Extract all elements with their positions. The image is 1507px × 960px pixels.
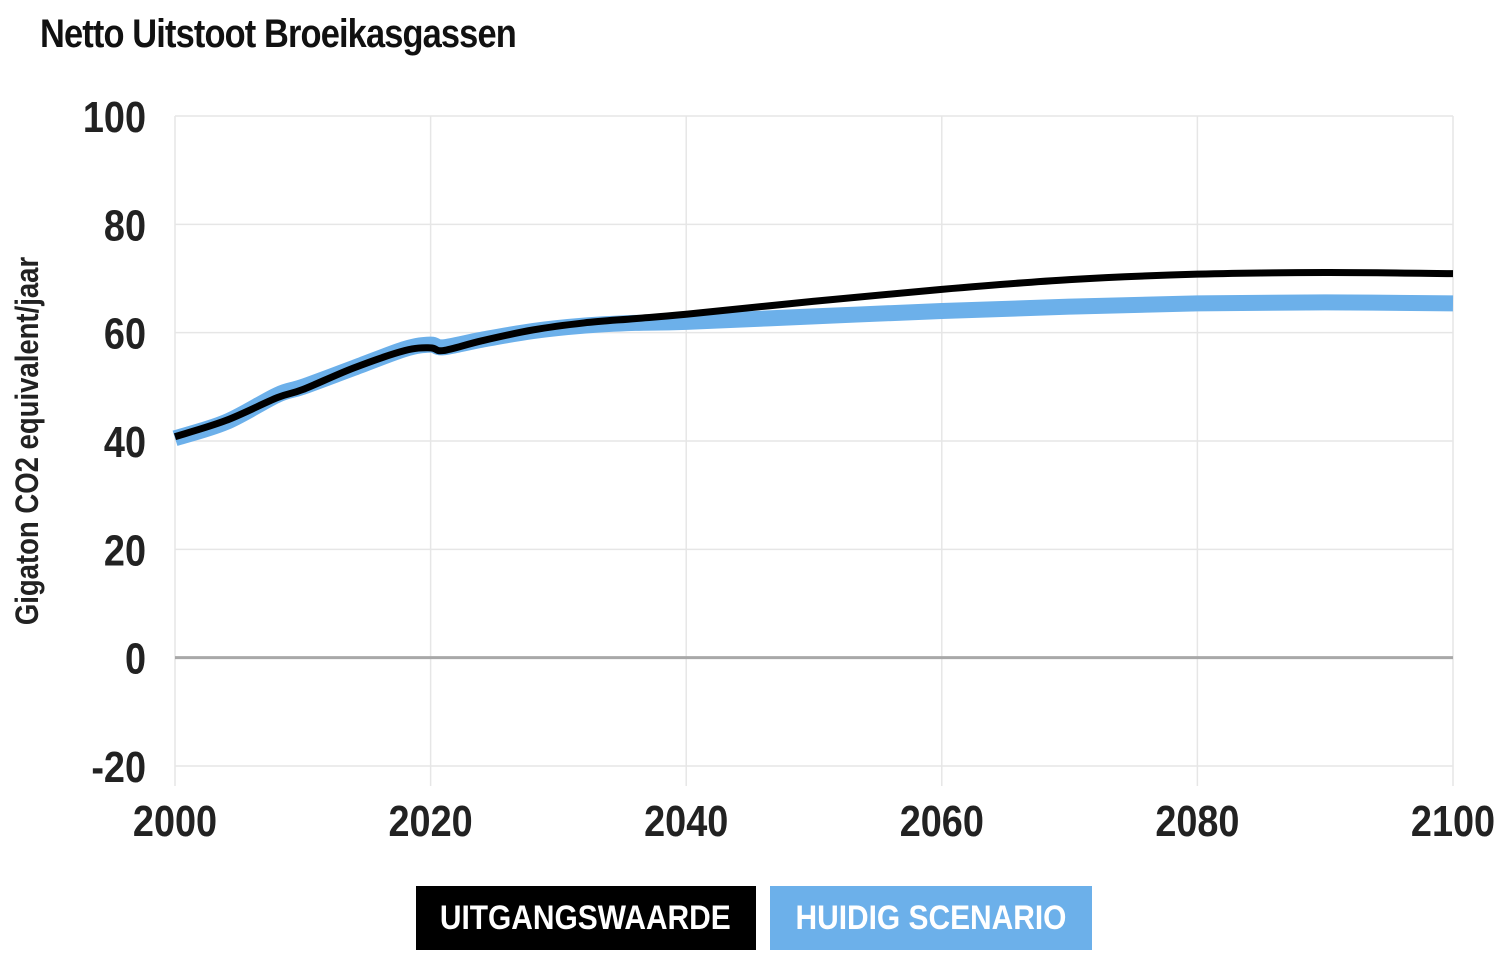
y-tick-label: -20 (91, 742, 146, 791)
series-line-huidig-scenario (172, 294, 1454, 446)
chart-title: Netto Uitstoot Broeikasgassen (40, 12, 517, 56)
legend-baseline-label: UITGANGSWAARDE (440, 898, 731, 937)
legend-item-current[interactable]: HUIDIG SCENARIO (769, 886, 1092, 950)
y-tick-label: 40 (104, 417, 146, 466)
x-tick-label: 2040 (644, 796, 728, 845)
y-axis-title: Gigaton CO2 equivalent/jaar (10, 256, 45, 625)
x-tick-label: 2080 (1155, 796, 1239, 845)
legend: UITGANGSWAARDE HUIDIG SCENARIO (0, 886, 1507, 950)
x-tick-label: 2020 (389, 796, 473, 845)
y-tick-label: 20 (104, 526, 146, 575)
x-tick-label: 2000 (133, 796, 217, 845)
y-tick-label: 80 (104, 201, 146, 250)
legend-item-baseline[interactable]: UITGANGSWAARDE (415, 886, 756, 950)
legend-current-label: HUIDIG SCENARIO (795, 898, 1066, 937)
y-tick-label: 0 (125, 634, 146, 683)
series-line-uitgangswaarde (173, 269, 1454, 441)
x-tick-label: 2100 (1411, 796, 1495, 845)
y-tick-label: 60 (104, 309, 146, 358)
x-tick-label: 2060 (900, 796, 984, 845)
y-tick-label: 100 (83, 92, 146, 141)
